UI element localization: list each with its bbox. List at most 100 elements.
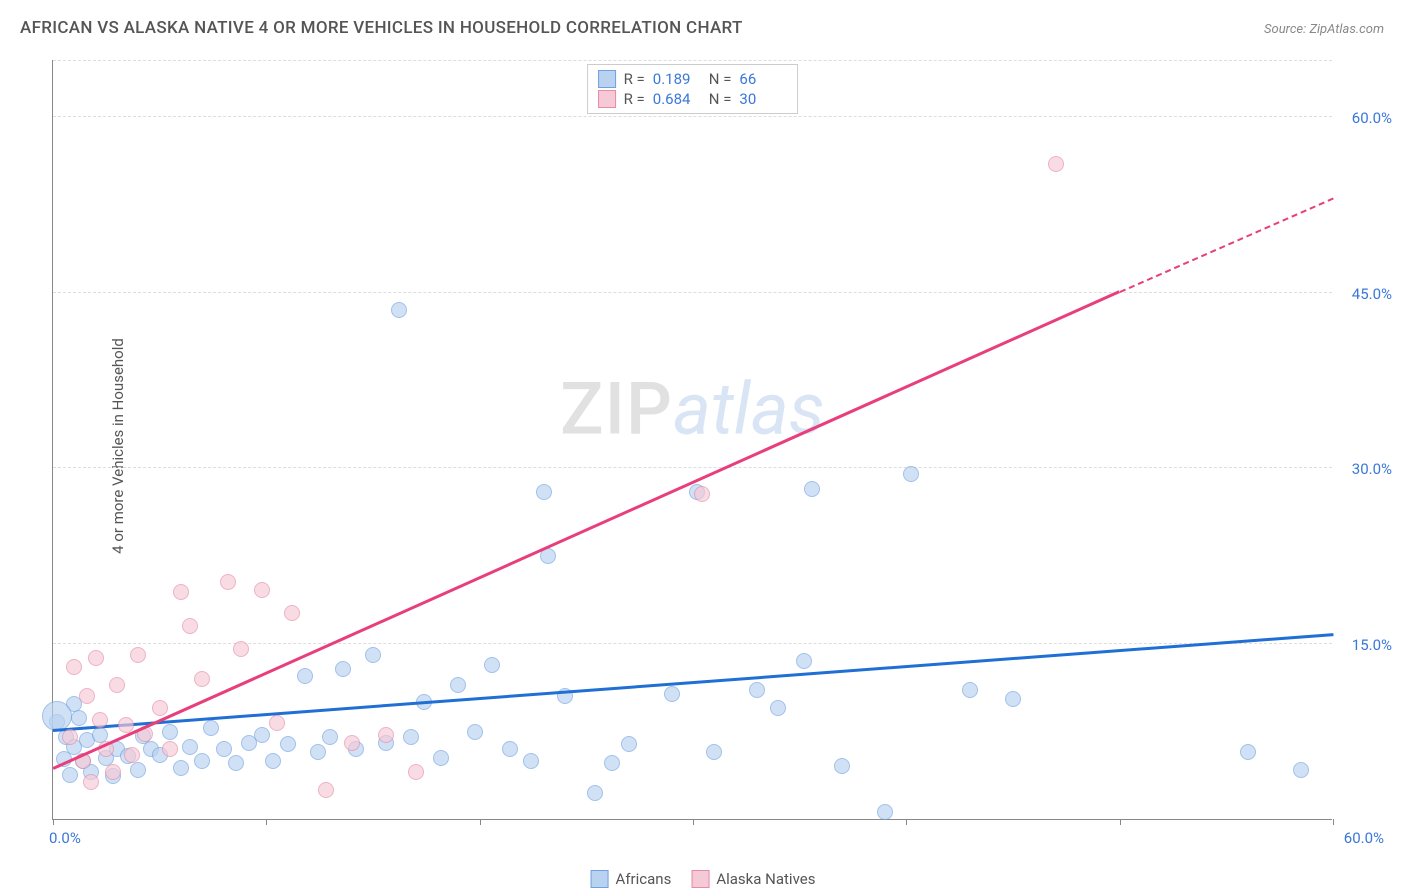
x-tick [266, 819, 267, 825]
data-point [173, 760, 189, 776]
data-point [265, 753, 281, 769]
plot-area: ZIPatlas R =0.189N =66R =0.684N =30 15.0… [52, 60, 1332, 820]
stat-legend-row: R = 0.684 N = 30 [598, 89, 788, 109]
data-point [962, 682, 978, 698]
stat-legend: R =0.189N =66R =0.684N =30 [587, 64, 799, 114]
data-point [467, 724, 483, 740]
data-point [152, 700, 168, 716]
data-point [664, 686, 680, 702]
data-point [220, 574, 236, 590]
x-tick [1333, 819, 1334, 825]
watermark-atlas: atlas [673, 367, 825, 452]
legend-swatch [691, 870, 709, 888]
r-label: R = [624, 70, 645, 88]
data-point [194, 753, 210, 769]
data-point [71, 710, 87, 726]
r-label: R = [624, 90, 645, 108]
gridline-top [53, 60, 1332, 61]
data-point [1293, 762, 1309, 778]
bottom-legend: Africans Alaska Natives [591, 870, 816, 888]
n-label: N = [709, 90, 732, 108]
data-point-large [42, 701, 72, 731]
gridline [53, 467, 1332, 468]
data-point [162, 724, 178, 740]
data-point [88, 650, 104, 666]
y-tick-label: 45.0% [1352, 285, 1392, 303]
y-tick-label: 60.0% [1352, 109, 1392, 127]
data-point [903, 466, 919, 482]
data-point [877, 804, 893, 820]
data-point [403, 729, 419, 745]
data-point [62, 767, 78, 783]
legend-label: Alaska Natives [716, 870, 815, 888]
data-point [182, 739, 198, 755]
chart-title: AFRICAN VS ALASKA NATIVE 4 OR MORE VEHIC… [20, 18, 743, 38]
x-tick [480, 819, 481, 825]
data-point [228, 755, 244, 771]
data-point [770, 700, 786, 716]
n-label: N = [709, 70, 732, 88]
x-tick [693, 819, 694, 825]
data-point [408, 764, 424, 780]
data-point [162, 741, 178, 757]
data-point [284, 605, 300, 621]
x-tick [1120, 819, 1121, 825]
data-point [450, 677, 466, 693]
source-attribution: Source: ZipAtlas.com [1264, 22, 1384, 37]
data-point [203, 720, 219, 736]
data-point [536, 484, 552, 500]
legend-swatch [598, 70, 616, 88]
data-point [587, 785, 603, 801]
data-point [433, 750, 449, 766]
gridline [53, 116, 1332, 117]
trend-line-dashed [1119, 197, 1333, 292]
data-point [130, 762, 146, 778]
data-point [233, 641, 249, 657]
data-point [502, 741, 518, 757]
data-point [182, 618, 198, 634]
data-point [484, 657, 500, 673]
data-point [804, 481, 820, 497]
data-point [694, 486, 710, 502]
data-point [62, 729, 78, 745]
legend-swatch [598, 90, 616, 108]
data-point [749, 682, 765, 698]
data-point [194, 671, 210, 687]
data-point [105, 764, 121, 780]
data-point [254, 727, 270, 743]
r-value: 0.684 [653, 90, 701, 108]
y-tick-label: 30.0% [1352, 460, 1392, 478]
data-point [365, 647, 381, 663]
source-label: Source: [1264, 22, 1306, 37]
data-point [322, 729, 338, 745]
n-value: 30 [739, 90, 787, 108]
data-point [66, 659, 82, 675]
data-point [1048, 156, 1064, 172]
trend-line [52, 290, 1120, 769]
x-tick [53, 819, 54, 825]
data-point [92, 712, 108, 728]
watermark-zip: ZIP [560, 367, 673, 452]
x-axis-max-label: 60.0% [1344, 829, 1384, 847]
data-point [1240, 744, 1256, 760]
stat-legend-row: R =0.189N =66 [598, 69, 788, 89]
data-point [269, 715, 285, 731]
data-point [604, 755, 620, 771]
data-point [335, 661, 351, 677]
n-value: 66 [739, 70, 787, 88]
data-point [216, 741, 232, 757]
data-point [318, 782, 334, 798]
data-point [297, 668, 313, 684]
data-point [796, 653, 812, 669]
data-point [706, 744, 722, 760]
data-point [109, 677, 125, 693]
data-point [254, 582, 270, 598]
legend-label: Africans [616, 870, 672, 888]
data-point [378, 727, 394, 743]
data-point [523, 753, 539, 769]
source-value: ZipAtlas.com [1309, 22, 1384, 37]
legend-item: Alaska Natives [691, 870, 815, 888]
data-point [173, 584, 189, 600]
data-point [391, 302, 407, 318]
data-point [344, 735, 360, 751]
